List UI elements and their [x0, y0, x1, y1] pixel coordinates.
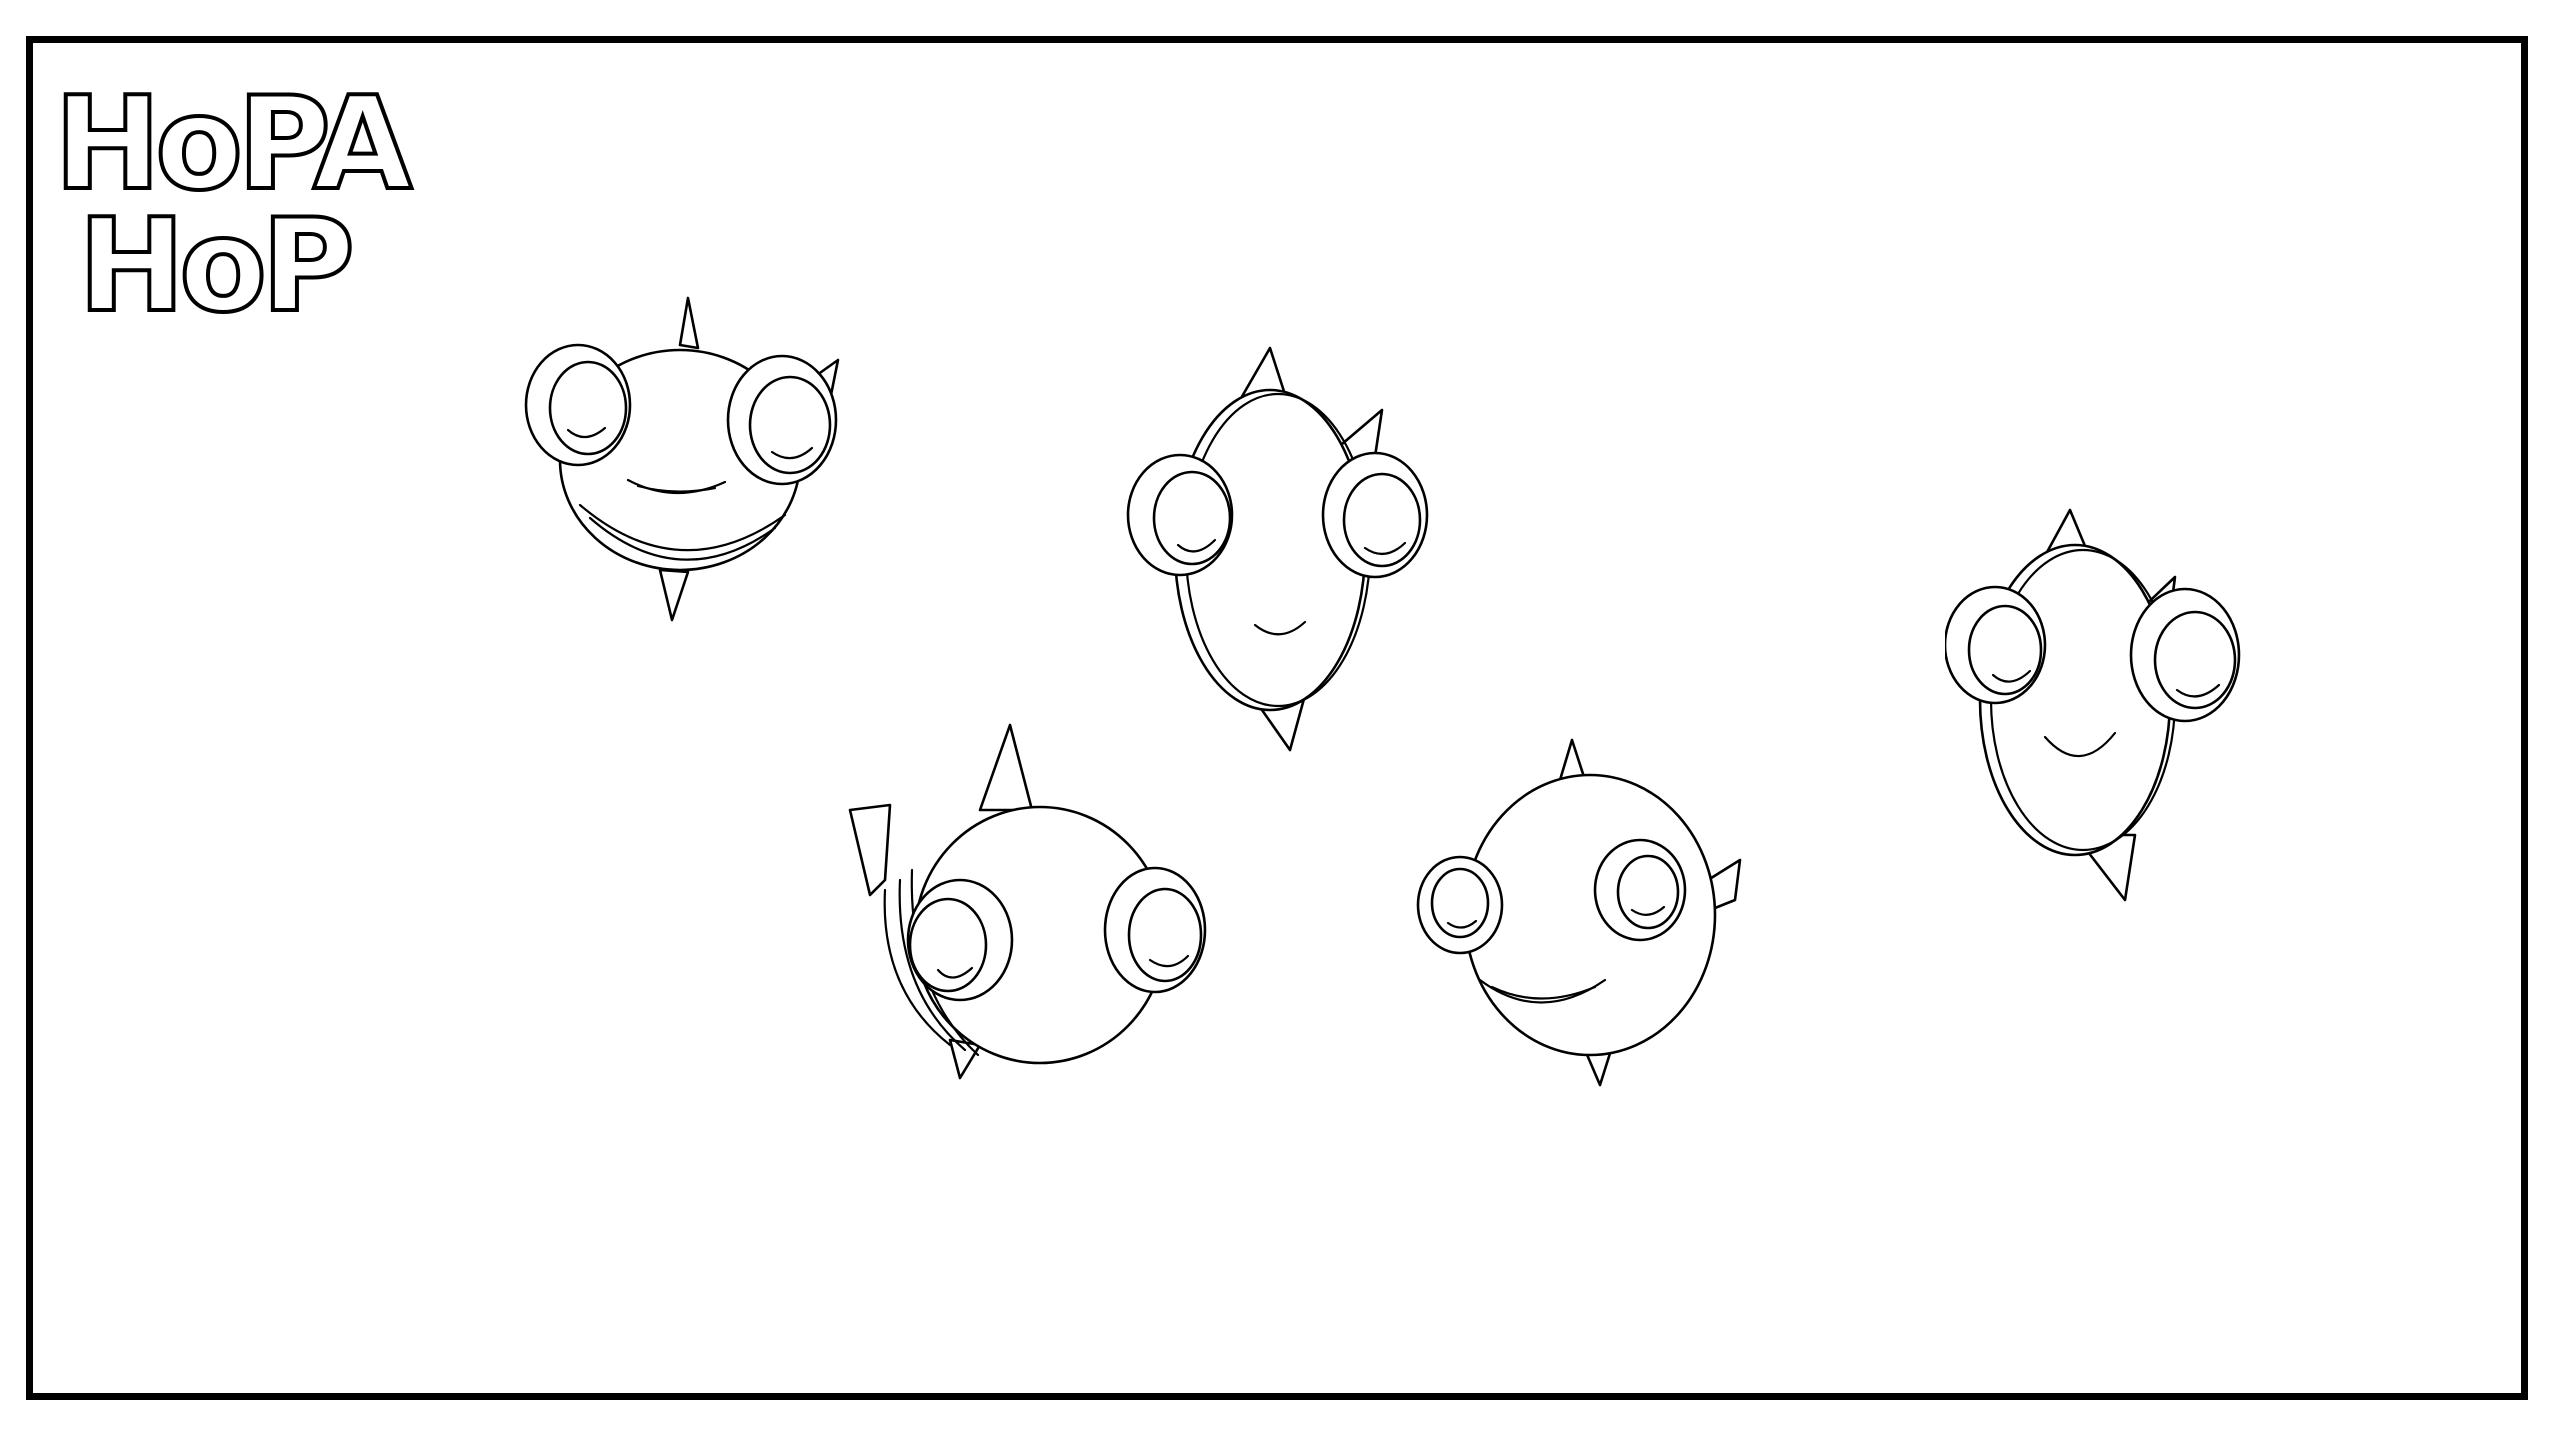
fish-top-left [524, 296, 840, 622]
fish-right [1945, 508, 2241, 902]
fish-bottom-center [1416, 738, 1742, 1087]
fish-bottom-left [848, 723, 1207, 1080]
fish-top-center [1126, 346, 1429, 752]
hopa-hop-logo: HoPA HoP [52, 70, 420, 343]
logo-line-2: HoP [78, 192, 350, 341]
logo-line-1: HoPA [54, 70, 412, 219]
